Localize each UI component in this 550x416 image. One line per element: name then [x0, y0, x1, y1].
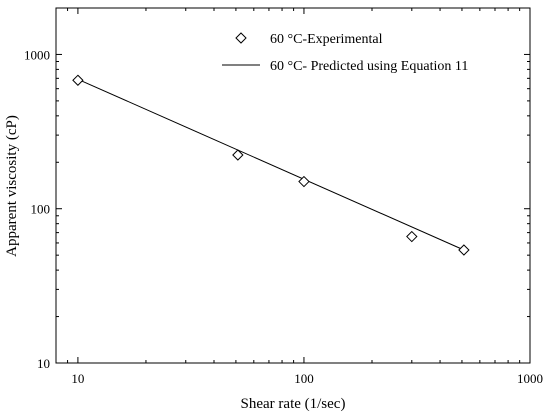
x-tick-label: 1000 — [517, 371, 543, 386]
plot-frame — [55, 7, 531, 364]
y-tick-label: 10 — [37, 356, 50, 371]
y-tick-label: 1000 — [24, 47, 50, 62]
legend-diamond-marker — [235, 32, 247, 44]
experimental-point — [72, 74, 84, 86]
y-axis-title: Apparent viscosity (cP) — [4, 115, 20, 257]
x-axis-title: Shear rate (1/sec) — [241, 396, 346, 412]
legend-label-experimental: 60 °C-Experimental — [270, 32, 383, 47]
legend: 60 °C-Experimental 60 °C- Predicted usin… — [222, 32, 468, 74]
legend-label-predicted: 60 °C- Predicted using Equation 11 — [270, 59, 468, 74]
tick-labels: 10 100 1000 10 100 1000 — [24, 47, 543, 386]
ticks — [55, 7, 531, 364]
experimental-point — [458, 244, 470, 256]
experimental-point — [406, 230, 418, 243]
experimental-point — [298, 175, 310, 188]
series — [72, 74, 470, 256]
x-tick-label: 100 — [294, 371, 314, 386]
predicted-line — [77, 78, 465, 251]
x-tick-label: 10 — [71, 371, 84, 386]
y-tick-label: 100 — [31, 202, 51, 217]
experimental-point — [232, 149, 244, 161]
